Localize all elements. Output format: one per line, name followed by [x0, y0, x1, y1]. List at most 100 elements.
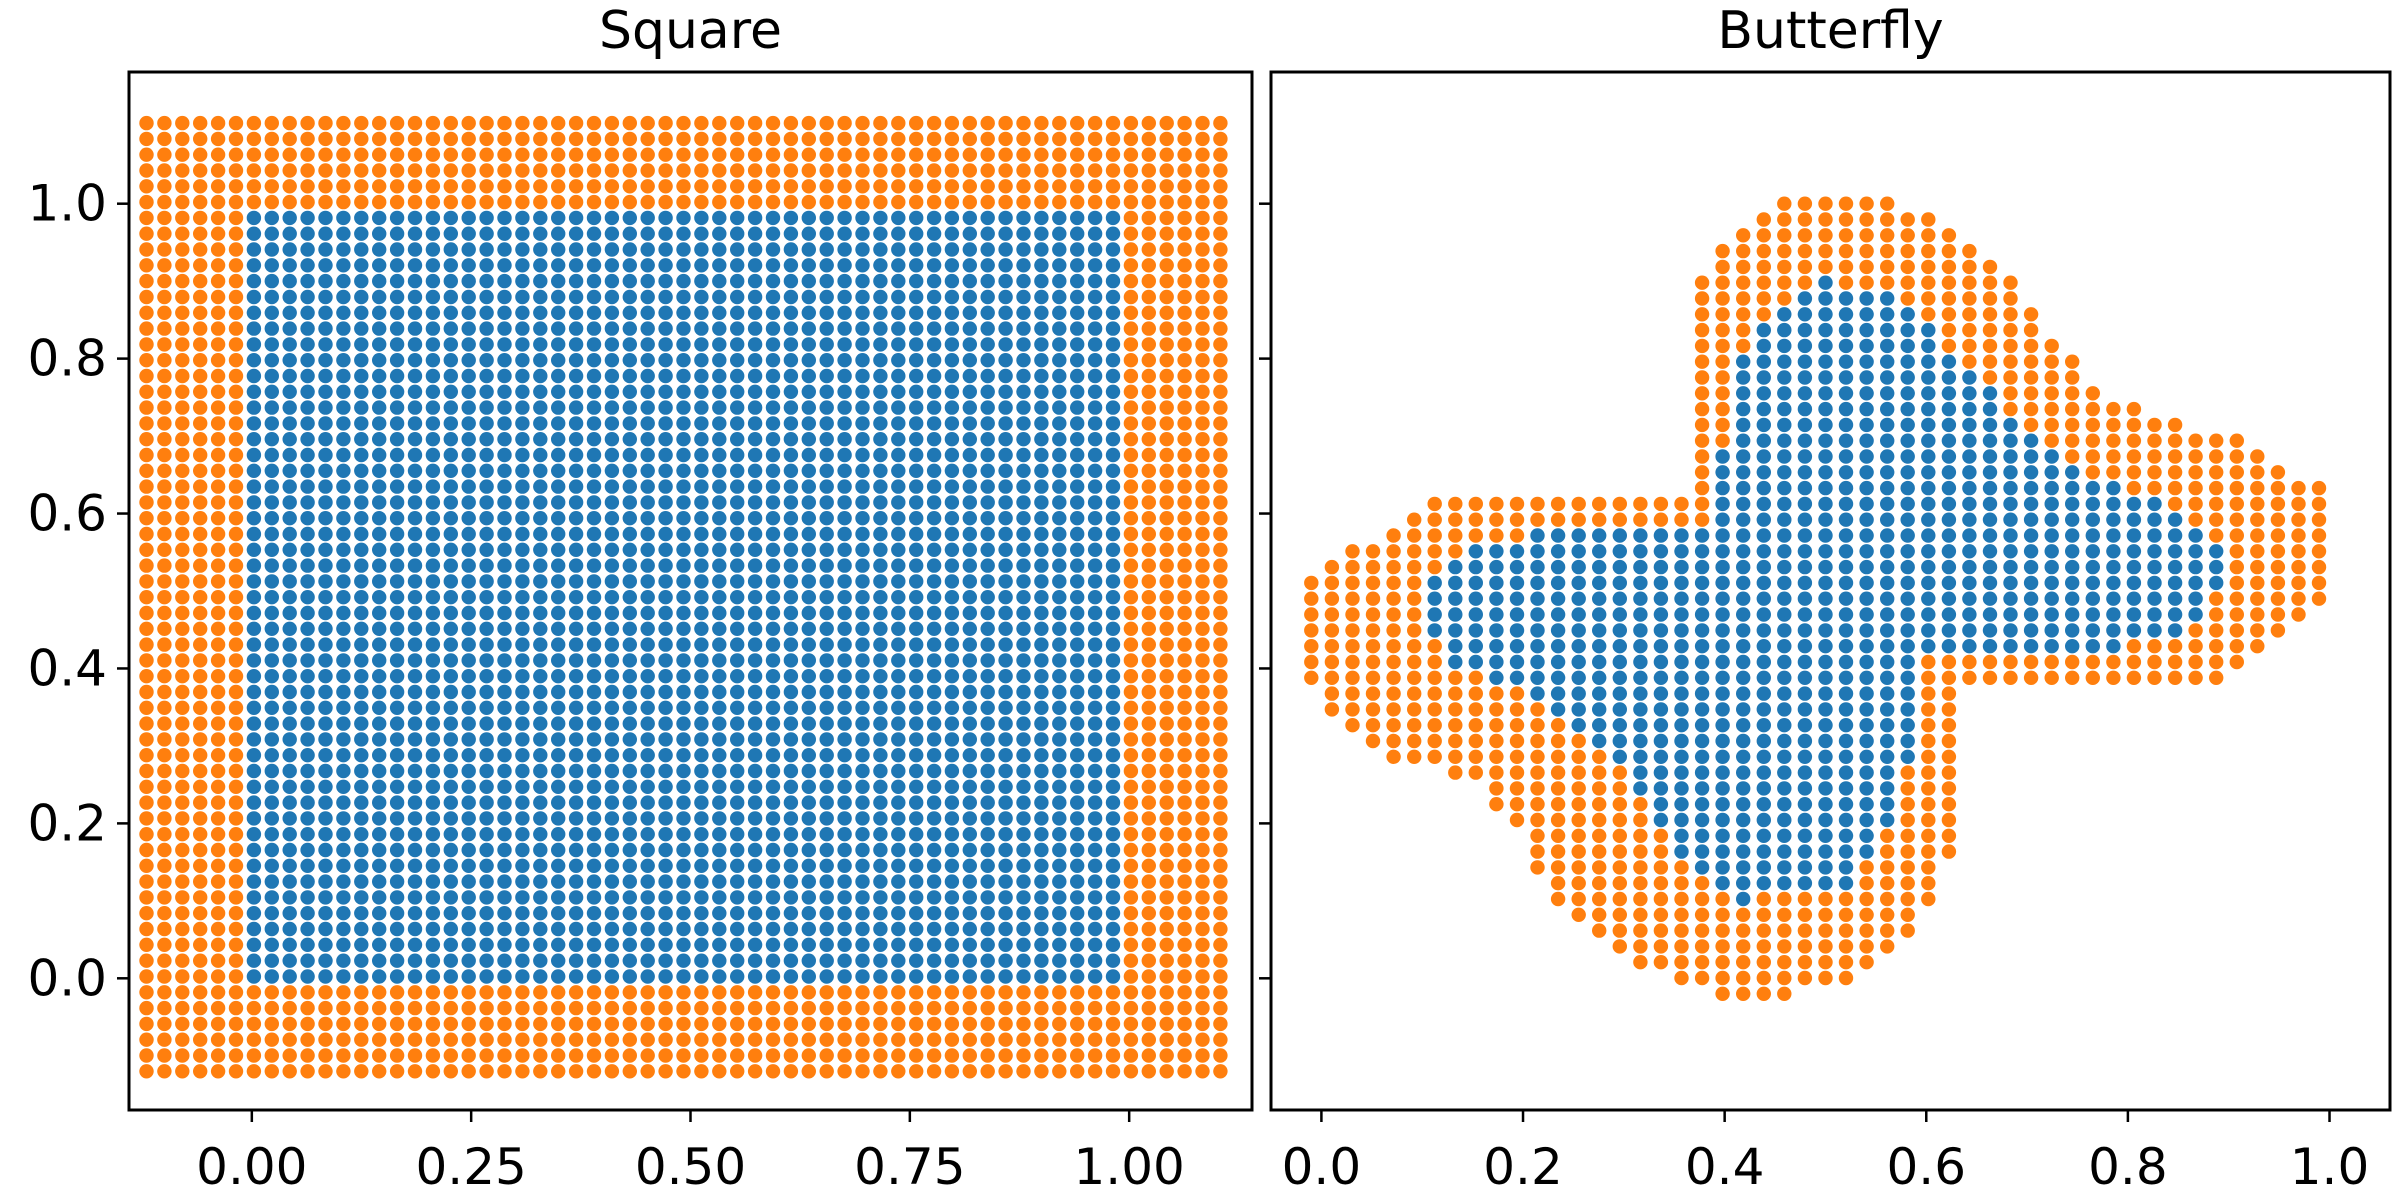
boundary-point — [2126, 654, 2142, 670]
interior-point — [909, 763, 924, 779]
interior-point — [712, 258, 727, 273]
interior-point — [640, 416, 655, 431]
interior-point — [783, 969, 799, 984]
interior-point — [765, 795, 781, 810]
interior-point — [1859, 465, 1874, 480]
interior-point — [658, 811, 673, 826]
interior-point — [425, 463, 441, 478]
interior-point — [1777, 639, 1792, 654]
interior-point — [891, 400, 906, 415]
boundary-point — [336, 1048, 351, 1063]
interior-point — [873, 368, 888, 384]
interior-point — [479, 621, 494, 636]
interior-point — [1838, 623, 1854, 638]
interior-point — [658, 605, 673, 621]
interior-point — [1052, 479, 1067, 494]
interior-point — [891, 590, 906, 605]
boundary-point — [1550, 828, 1566, 843]
interior-point — [837, 226, 852, 241]
interior-point — [1838, 828, 1854, 843]
interior-point — [980, 953, 995, 968]
interior-point — [479, 906, 494, 921]
interior-point — [1633, 702, 1648, 717]
interior-point — [1105, 637, 1121, 652]
boundary-point — [193, 969, 208, 984]
interior-point — [658, 210, 673, 226]
boundary-point — [389, 1016, 405, 1032]
interior-point — [1448, 623, 1463, 638]
boundary-point — [193, 321, 208, 336]
interior-point — [246, 353, 262, 368]
interior-point — [765, 463, 781, 478]
boundary-point — [354, 179, 369, 194]
interior-point — [1838, 291, 1854, 306]
boundary-point — [1123, 194, 1139, 210]
boundary-point — [389, 985, 405, 1000]
boundary-point — [533, 194, 548, 210]
interior-point — [1921, 386, 1936, 401]
interior-point — [354, 779, 369, 794]
interior-point — [372, 273, 387, 289]
interior-point — [497, 605, 512, 621]
interior-point — [461, 463, 476, 478]
interior-point — [372, 574, 387, 589]
boundary-point — [1177, 953, 1192, 968]
interior-point — [515, 321, 530, 336]
interior-point — [730, 748, 745, 763]
interior-point — [998, 890, 1013, 905]
boundary-point — [1159, 115, 1174, 131]
interior-point — [765, 858, 781, 873]
interior-point — [300, 811, 315, 826]
interior-point — [1509, 607, 1525, 622]
interior-point — [622, 273, 637, 289]
interior-point — [1880, 307, 1895, 322]
interior-point — [568, 558, 584, 573]
boundary-point — [1070, 985, 1085, 1000]
interior-point — [604, 969, 620, 984]
interior-point — [354, 526, 369, 542]
interior-point — [604, 258, 620, 273]
interior-point — [694, 321, 709, 336]
boundary-point — [1550, 512, 1566, 527]
boundary-point — [1509, 781, 1525, 796]
interior-point — [246, 874, 262, 889]
interior-point — [354, 289, 369, 305]
interior-point — [1070, 495, 1085, 510]
boundary-point — [193, 400, 208, 415]
interior-point — [658, 748, 673, 763]
interior-point — [944, 463, 960, 478]
boundary-point — [1141, 384, 1157, 399]
interior-point — [909, 526, 924, 542]
interior-point — [819, 779, 834, 794]
interior-point — [354, 242, 369, 257]
interior-point — [891, 353, 906, 368]
boundary-point — [175, 637, 190, 652]
boundary-point — [1550, 733, 1566, 749]
boundary-point — [228, 147, 244, 162]
interior-point — [586, 526, 602, 542]
boundary-point — [1123, 590, 1139, 605]
boundary-point — [2106, 401, 2121, 417]
interior-point — [443, 969, 458, 984]
interior-point — [1797, 765, 1813, 780]
interior-point — [747, 874, 763, 889]
interior-point — [998, 511, 1013, 526]
boundary-point — [246, 179, 262, 194]
interior-point — [909, 432, 924, 447]
boundary-point — [193, 416, 208, 431]
boundary-point — [175, 827, 190, 842]
interior-point — [1087, 432, 1103, 447]
boundary-point — [461, 115, 476, 131]
interior-point — [944, 969, 960, 984]
boundary-point — [1159, 289, 1174, 305]
interior-point — [694, 511, 709, 526]
boundary-point — [157, 495, 172, 510]
interior-point — [515, 637, 530, 652]
boundary-point — [1034, 1000, 1049, 1016]
boundary-point — [139, 874, 154, 889]
boundary-point — [1177, 337, 1192, 352]
interior-point — [318, 384, 333, 399]
boundary-point — [1550, 812, 1566, 828]
interior-point — [407, 258, 423, 273]
interior-point — [622, 763, 637, 779]
